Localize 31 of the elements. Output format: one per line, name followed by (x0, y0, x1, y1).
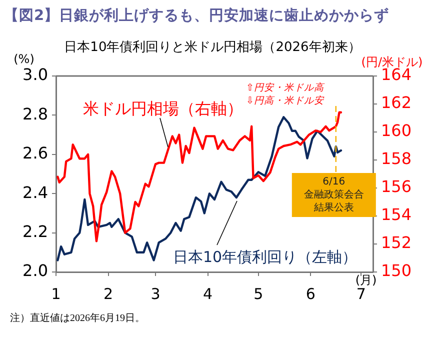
annotation: ⇧円安・米ドル高 (246, 81, 325, 94)
y2-tick-label: 160 (381, 121, 412, 140)
x-tick-label: 4 (202, 284, 213, 303)
x-axis-title: (月) (355, 273, 377, 288)
y2-tick-label: 150 (381, 261, 412, 280)
y2-tick-label: 154 (381, 205, 412, 224)
y-tick-label: 2.0 (22, 261, 48, 280)
y-tick-label: 2.2 (22, 222, 48, 241)
x-tick-label: 6 (306, 284, 316, 303)
text: 注）直近値は2026年6月19日。 (10, 312, 145, 325)
y-tick-label: 2.6 (22, 144, 48, 163)
y-tick-label: 3.0 (22, 65, 48, 84)
y2-tick-label: 152 (381, 233, 412, 252)
x-tick-label: 2 (104, 284, 114, 303)
series-label: 米ドル円相場（右軸） (83, 99, 243, 118)
chart-title: 【図2】日銀が利上げするも、円安加速に歯止めかからず (4, 6, 390, 25)
series-label: 日本10年債利回り（左軸） (172, 248, 358, 266)
x-tick-label: 1 (51, 284, 61, 303)
chart-subtitle: 日本10年債利回りと米ドル円相場（2026年初来） (64, 40, 361, 55)
y2-tick-label: 162 (381, 93, 412, 112)
x-tick-label: 7 (356, 284, 366, 303)
y-tick-label: 2.4 (22, 182, 48, 202)
y2-tick-label: 156 (381, 177, 412, 196)
ref-line-label: 6/16 金融政策会合結果公表 (304, 176, 364, 214)
annotation: ⇩円高・米ドル安 (246, 94, 325, 106)
y2-axis-title: (円/米ドル) (361, 55, 423, 70)
y2-tick-label: 158 (381, 149, 412, 168)
y-tick-label: 2.8 (22, 104, 48, 124)
x-tick-label: 3 (150, 284, 160, 303)
x-tick-label: 5 (254, 284, 264, 303)
y-axis-title: (%) (14, 52, 34, 66)
